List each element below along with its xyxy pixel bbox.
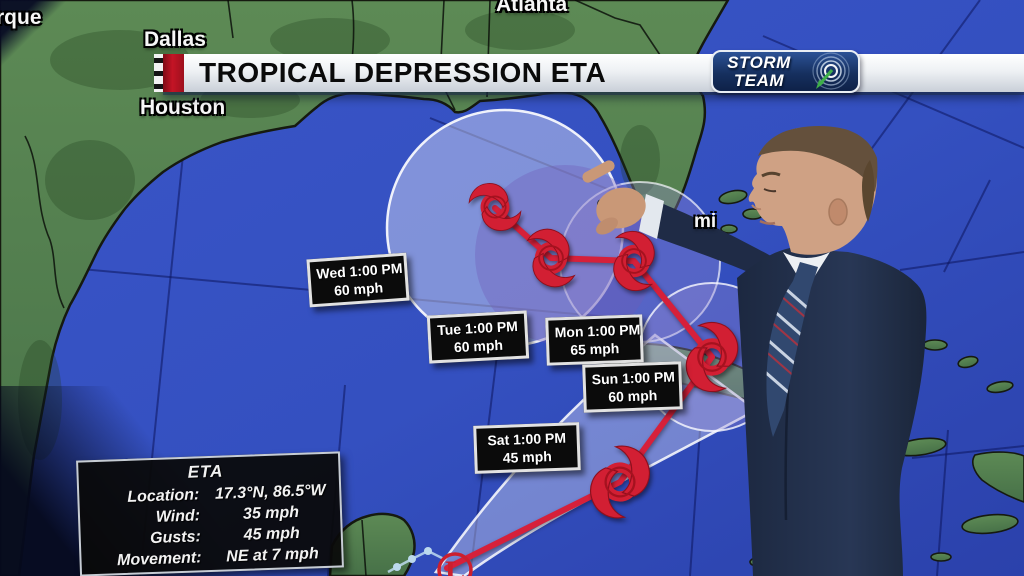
forecast-label-sun: Sun 1:00 PM 60 mph <box>582 361 683 414</box>
city-label-houston: Houston <box>140 96 226 119</box>
banner-tick-marks <box>154 54 163 92</box>
low-pressure-label: L <box>445 555 465 576</box>
headline-title: TROPICAL DEPRESSION ETA <box>199 57 607 88</box>
logo-line2: TEAM <box>733 70 785 90</box>
logo-line1: STORM <box>727 53 791 73</box>
storm-info-label: Movement: <box>116 549 202 570</box>
map-edge-vignette-top-left <box>0 0 95 95</box>
forecast-time: Sun 1:00 PM <box>591 368 676 388</box>
forecast-wind: 45 mph <box>502 448 553 467</box>
forecast-label-sat: Sat 1:00 PM 45 mph <box>473 422 581 475</box>
forecast-wind: 60 mph <box>608 387 658 406</box>
past-track <box>387 547 447 574</box>
suit <box>737 248 927 576</box>
banner-red-stripe <box>163 54 184 92</box>
city-label-atlanta: Atlanta <box>496 0 568 16</box>
storm-info-value: NE at 7 mph <box>225 545 319 566</box>
radar-swirl-icon <box>805 52 858 91</box>
city-label-dallas: Dallas <box>144 28 206 51</box>
city-label-miami: mi <box>694 211 717 232</box>
forecast-wind: 65 mph <box>570 340 620 359</box>
forecast-label-tue: Tue 1:00 PM 60 mph <box>426 310 530 364</box>
current-position-marker: L <box>437 552 473 576</box>
forecast-time: Mon 1:00 PM <box>554 321 641 341</box>
forecast-time: Sat 1:00 PM <box>487 429 567 449</box>
city-label-albuquerque: rque <box>0 6 42 29</box>
hair <box>758 125 878 192</box>
meteorologist <box>582 125 927 576</box>
storm-info-box: ETA Location: 17.3°N, 86.5°W Wind: 35 mp… <box>76 451 344 576</box>
forecast-label-wed: Wed 1:00 PM 60 mph <box>306 252 410 308</box>
forecast-label-mon: Mon 1:00 PM 65 mph <box>545 314 644 367</box>
headline-banner: TROPICAL DEPRESSION ETA <box>154 54 1024 92</box>
storm-team-logo: STORM TEAM <box>711 50 860 93</box>
ear <box>828 198 848 226</box>
